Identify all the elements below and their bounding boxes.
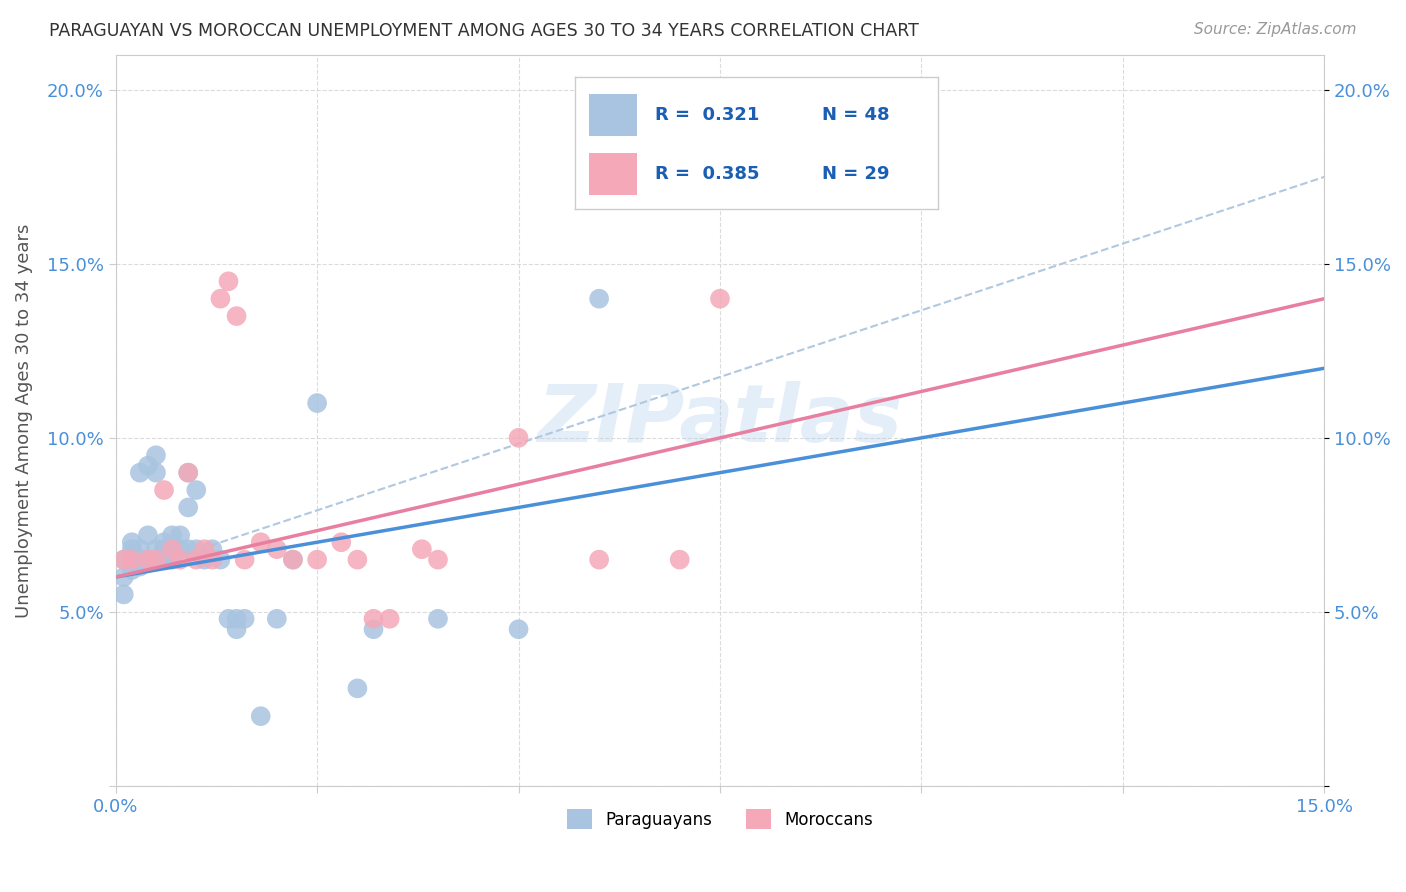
- Point: [218, 612, 240, 626]
- Legend: Paraguayans, Moroccans: Paraguayans, Moroccans: [561, 802, 880, 836]
- Point: [153, 535, 176, 549]
- Point: [177, 542, 200, 557]
- Point: [121, 563, 143, 577]
- Point: [128, 559, 150, 574]
- Point: [266, 612, 288, 626]
- Point: [209, 292, 232, 306]
- Point: [709, 135, 731, 149]
- Point: [218, 274, 240, 288]
- Point: [346, 681, 368, 696]
- Point: [193, 552, 215, 566]
- Point: [233, 612, 256, 626]
- Point: [193, 542, 215, 557]
- Point: [153, 542, 176, 557]
- Point: [121, 542, 143, 557]
- Point: [128, 552, 150, 566]
- Point: [145, 552, 167, 566]
- Point: [128, 542, 150, 557]
- Point: [668, 552, 690, 566]
- Point: [201, 542, 224, 557]
- Point: [363, 612, 385, 626]
- Point: [145, 542, 167, 557]
- Text: PARAGUAYAN VS MOROCCAN UNEMPLOYMENT AMONG AGES 30 TO 34 YEARS CORRELATION CHART: PARAGUAYAN VS MOROCCAN UNEMPLOYMENT AMON…: [49, 22, 920, 40]
- Point: [307, 396, 329, 410]
- Point: [112, 570, 135, 584]
- Point: [169, 552, 191, 566]
- Point: [363, 622, 385, 636]
- Point: [186, 483, 208, 497]
- Point: [346, 552, 368, 566]
- Y-axis label: Unemployment Among Ages 30 to 34 years: Unemployment Among Ages 30 to 34 years: [15, 223, 32, 617]
- Point: [177, 466, 200, 480]
- Point: [427, 552, 450, 566]
- Point: [128, 466, 150, 480]
- Point: [411, 542, 433, 557]
- Point: [136, 458, 159, 473]
- Point: [160, 528, 183, 542]
- Point: [160, 542, 183, 557]
- Point: [177, 466, 200, 480]
- Point: [249, 535, 271, 549]
- Point: [281, 552, 304, 566]
- Text: ZIPatlas: ZIPatlas: [537, 382, 903, 459]
- Point: [186, 542, 208, 557]
- Point: [201, 552, 224, 566]
- Point: [145, 552, 167, 566]
- Point: [209, 552, 232, 566]
- Point: [112, 552, 135, 566]
- Point: [169, 528, 191, 542]
- Point: [427, 612, 450, 626]
- Point: [177, 500, 200, 515]
- Point: [249, 709, 271, 723]
- Point: [588, 292, 610, 306]
- Point: [266, 542, 288, 557]
- Point: [281, 552, 304, 566]
- Point: [160, 552, 183, 566]
- Point: [225, 612, 247, 626]
- Point: [153, 552, 176, 566]
- Point: [588, 552, 610, 566]
- Point: [307, 552, 329, 566]
- Point: [136, 552, 159, 566]
- Point: [121, 552, 143, 566]
- Point: [153, 483, 176, 497]
- Point: [136, 552, 159, 566]
- Point: [121, 535, 143, 549]
- Point: [508, 431, 530, 445]
- Point: [186, 552, 208, 566]
- Point: [121, 552, 143, 566]
- Text: Source: ZipAtlas.com: Source: ZipAtlas.com: [1194, 22, 1357, 37]
- Point: [508, 622, 530, 636]
- Point: [169, 542, 191, 557]
- Point: [112, 552, 135, 566]
- Point: [145, 448, 167, 462]
- Point: [225, 622, 247, 636]
- Point: [145, 466, 167, 480]
- Point: [378, 612, 401, 626]
- Point: [136, 528, 159, 542]
- Point: [233, 552, 256, 566]
- Point: [330, 535, 353, 549]
- Point: [709, 292, 731, 306]
- Point: [225, 309, 247, 323]
- Point: [160, 542, 183, 557]
- Point: [112, 587, 135, 601]
